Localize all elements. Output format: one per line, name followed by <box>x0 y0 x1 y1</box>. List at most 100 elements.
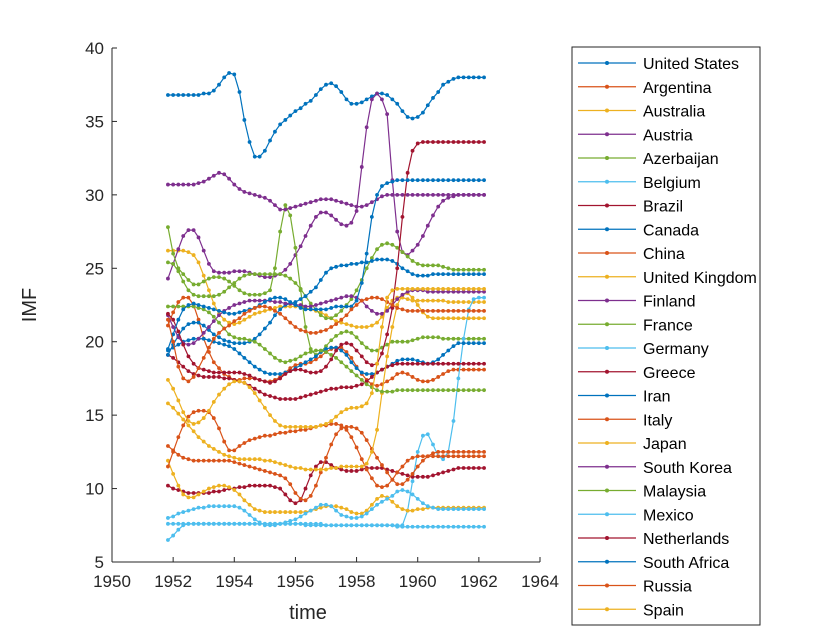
data-point <box>288 397 293 401</box>
x-tick-label: 1958 <box>338 572 376 591</box>
data-point <box>308 424 313 429</box>
data-point <box>334 523 338 528</box>
data-point <box>359 467 364 472</box>
data-point <box>385 354 390 359</box>
data-point <box>395 504 400 509</box>
data-point <box>324 300 328 304</box>
data-point <box>283 316 288 321</box>
data-point <box>344 304 349 309</box>
data-point <box>329 523 334 528</box>
data-point <box>303 511 308 516</box>
data-point <box>375 483 379 488</box>
data-point <box>211 360 216 365</box>
data-point <box>415 524 420 529</box>
data-point <box>461 341 466 346</box>
data-point <box>288 482 293 487</box>
data-point <box>191 410 196 415</box>
data-point <box>176 527 181 532</box>
data-point <box>247 457 252 462</box>
data-point <box>436 178 441 183</box>
data-point <box>446 524 451 529</box>
data-point <box>369 200 374 205</box>
data-point <box>451 76 456 81</box>
data-point <box>211 370 216 375</box>
data-point <box>191 282 196 287</box>
data-point <box>436 90 441 94</box>
data-point <box>471 336 476 341</box>
data-point <box>222 75 227 80</box>
data-point <box>329 466 334 470</box>
data-point <box>211 332 216 337</box>
data-point <box>482 286 486 291</box>
data-point <box>380 311 384 316</box>
data-point <box>364 345 369 350</box>
data-point <box>476 367 481 372</box>
data-point <box>262 291 267 296</box>
data-point <box>390 339 395 344</box>
data-point <box>329 81 334 86</box>
data-point <box>252 391 257 396</box>
data-point <box>471 308 476 313</box>
data-point <box>211 336 216 341</box>
data-point <box>201 331 206 335</box>
data-point <box>441 316 445 321</box>
data-point <box>339 308 344 313</box>
data-point <box>278 430 283 435</box>
legend-swatch-marker <box>605 298 609 303</box>
data-point <box>436 524 441 529</box>
data-point <box>181 234 186 238</box>
data-point <box>237 316 242 321</box>
data-point <box>405 192 410 197</box>
data-point <box>298 367 303 372</box>
data-point <box>303 325 308 329</box>
data-point <box>314 354 318 359</box>
legend-swatch-marker <box>605 346 609 350</box>
data-point <box>186 354 191 359</box>
data-point <box>227 339 231 344</box>
data-point <box>181 182 186 187</box>
data-point <box>471 272 476 277</box>
data-point <box>471 388 476 393</box>
data-point <box>171 325 176 329</box>
data-point <box>262 510 267 514</box>
data-point <box>334 333 338 338</box>
data-point <box>273 510 277 514</box>
data-point <box>237 351 242 356</box>
data-point <box>369 256 374 260</box>
data-point <box>278 461 283 466</box>
data-point <box>278 300 283 304</box>
data-point <box>375 383 379 388</box>
series-finland <box>166 170 486 212</box>
data-point <box>257 194 262 199</box>
data-point <box>456 507 461 512</box>
data-point <box>217 521 221 526</box>
data-point <box>375 523 379 528</box>
data-point <box>390 303 395 307</box>
data-point <box>421 234 425 238</box>
data-point <box>324 197 328 202</box>
data-point <box>375 502 379 507</box>
data-point <box>278 272 283 277</box>
data-point <box>410 259 415 263</box>
data-point <box>415 141 420 146</box>
legend-label: Austria <box>643 127 693 144</box>
data-point <box>425 361 430 366</box>
data-point <box>232 521 237 526</box>
legend-label: Argentina <box>643 80 712 97</box>
data-point <box>476 178 481 183</box>
data-point <box>349 469 354 473</box>
data-point <box>410 192 415 197</box>
data-point <box>425 504 430 509</box>
legend-item: Iran <box>578 389 671 406</box>
data-point <box>431 96 435 100</box>
data-point <box>476 289 481 294</box>
data-point <box>211 400 216 404</box>
data-point <box>207 325 211 329</box>
data-point <box>344 329 349 334</box>
data-point <box>278 311 283 316</box>
data-point <box>181 295 186 300</box>
data-point <box>359 382 364 387</box>
data-point <box>227 485 231 489</box>
data-point <box>268 413 272 418</box>
data-point <box>390 499 395 504</box>
